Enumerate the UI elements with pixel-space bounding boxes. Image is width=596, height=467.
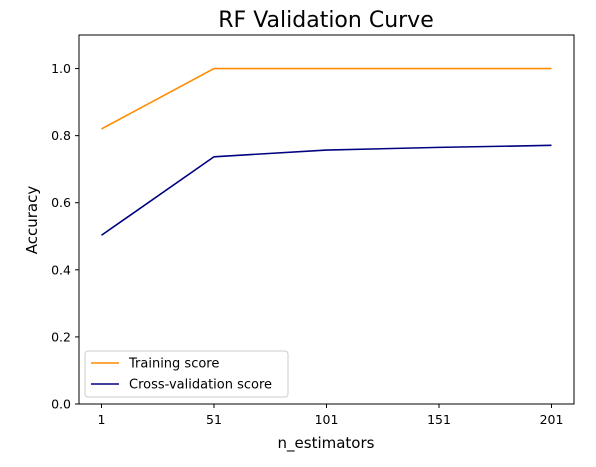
y-tick-label: 0.4 [51, 262, 71, 277]
y-tick-label: 1.0 [51, 61, 71, 76]
legend: Training score Cross-validation score [85, 351, 288, 397]
x-tick-label: 51 [206, 412, 222, 427]
x-tick-label: 151 [427, 412, 451, 427]
chart-title: RF Validation Curve [218, 8, 433, 33]
x-axis-label: n_estimators [278, 434, 375, 453]
y-tick-label: 0.8 [51, 128, 71, 143]
x-tick-label: 101 [315, 412, 339, 427]
x-tick-label: 1 [98, 412, 106, 427]
legend-label-0: Training score [128, 357, 219, 372]
y-axis-label: Accuracy [23, 186, 41, 255]
legend-label-1: Cross-validation score [129, 378, 272, 393]
x-tick-label: 201 [540, 412, 564, 427]
y-tick-label: 0.2 [51, 329, 71, 344]
y-axis: 0.0 0.2 0.4 0.6 0.8 1.0 [51, 61, 79, 411]
x-axis: 1 51 101 151 201 [98, 404, 564, 427]
plot-area [79, 35, 574, 404]
y-tick-label: 0.6 [51, 195, 71, 210]
y-tick-label: 0.0 [51, 397, 71, 412]
